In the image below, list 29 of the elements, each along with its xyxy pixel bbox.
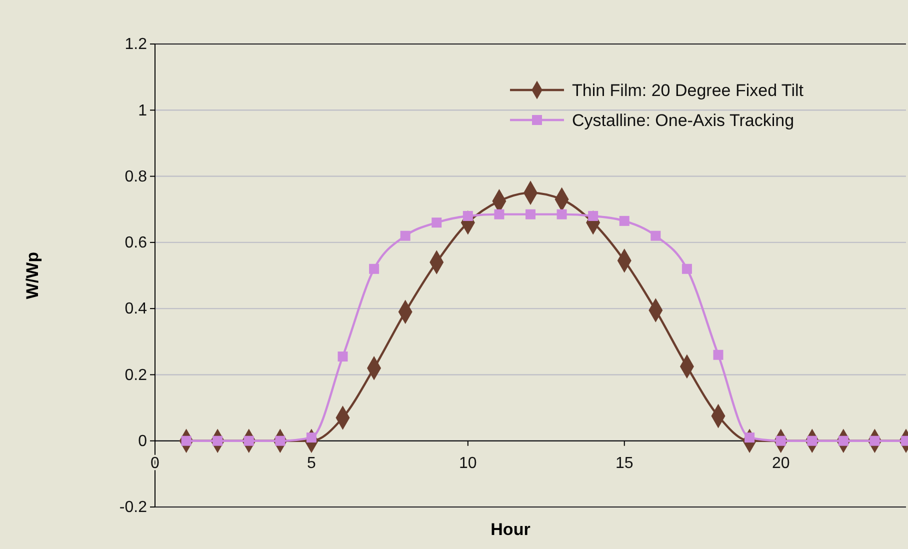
point	[713, 350, 724, 360]
y-tick-label: 0.4	[124, 300, 148, 318]
point	[588, 210, 598, 221]
legend-label: Thin Film: 20 Degree Fixed Tilt	[572, 81, 804, 100]
legend-label: Cystalline: One-Axis Tracking	[572, 111, 794, 130]
y-tick-label: 0.8	[124, 168, 148, 186]
point	[494, 209, 504, 220]
y-tick-label: 0.6	[124, 234, 148, 252]
x-tick-label: 10	[459, 455, 477, 472]
y-axis-title: W/Wp	[23, 252, 42, 300]
y-tick-label: 1.2	[124, 36, 148, 54]
x-axis-title: Hour	[490, 520, 531, 539]
x-tick-label: 15	[615, 455, 634, 472]
point	[556, 209, 567, 220]
x-tick-label: 20	[772, 455, 790, 472]
y-tick-label: 0	[138, 432, 148, 450]
point	[369, 264, 380, 274]
point	[400, 230, 410, 241]
point	[432, 218, 442, 228]
point	[526, 209, 536, 220]
x-tick-label: 5	[307, 455, 316, 472]
point	[462, 210, 473, 221]
point	[338, 352, 348, 362]
point	[650, 230, 661, 241]
y-tick-label: -0.2	[119, 499, 148, 516]
y-tick-label: 1	[138, 102, 148, 120]
y-tick-label: 0.2	[124, 366, 148, 384]
point	[682, 264, 692, 274]
point	[619, 216, 630, 226]
